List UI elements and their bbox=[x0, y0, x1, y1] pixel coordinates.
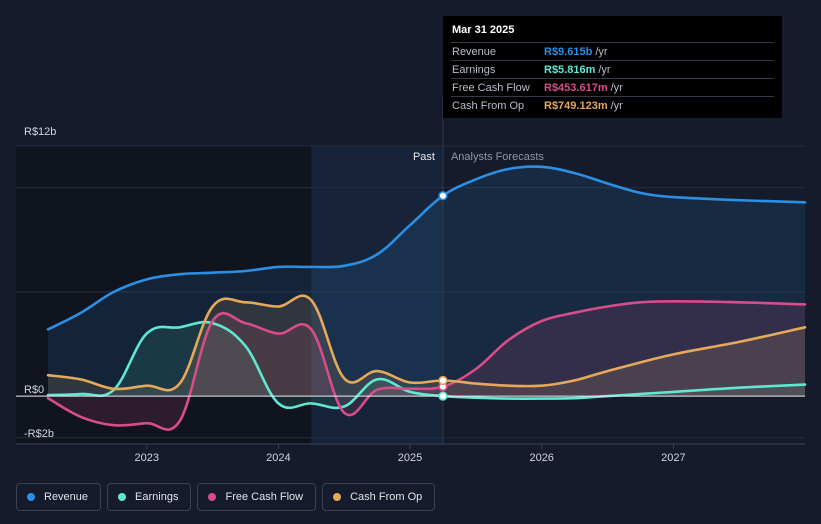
past-label: Past bbox=[413, 151, 435, 163]
x-tick-label: 2025 bbox=[398, 452, 422, 464]
line-cash-from-op bbox=[46, 294, 807, 392]
legend-item-revenue[interactable]: Revenue bbox=[16, 483, 102, 511]
tooltip-unit: /yr bbox=[595, 45, 608, 58]
y-tick-label: R$12b bbox=[24, 126, 56, 138]
legend-item-cash-from-op[interactable]: Cash From Op bbox=[322, 483, 436, 511]
tooltip-label: Revenue bbox=[452, 45, 497, 58]
tooltip-row-earnings: Earnings R$5.816m /yr bbox=[451, 60, 774, 78]
legend-dot-icon bbox=[208, 493, 217, 501]
tooltip-row-cash-from-op: Cash From Op R$749.123m /yr bbox=[451, 96, 774, 114]
tooltip-value: R$749.123m bbox=[544, 99, 608, 112]
tooltip-unit: /yr bbox=[598, 63, 611, 76]
forecast-label: Analysts Forecasts bbox=[451, 151, 544, 163]
legend-label: Earnings bbox=[135, 491, 179, 503]
tooltip-value: R$9.615b bbox=[544, 45, 593, 58]
legend-item-free-cash-flow[interactable]: Free Cash Flow bbox=[197, 483, 317, 511]
tooltip-label: Earnings bbox=[452, 63, 496, 76]
x-tick-label: 2024 bbox=[266, 452, 290, 464]
y-tick-label: R$0 bbox=[24, 384, 44, 396]
tooltip-row-free-cash-flow: Free Cash Flow R$453.617m /yr bbox=[451, 78, 774, 96]
line-free-cash-flow bbox=[46, 300, 807, 431]
legend-label: Free Cash Flow bbox=[225, 491, 304, 503]
tooltip-value: R$5.816m bbox=[544, 63, 596, 76]
marker-revenue bbox=[438, 191, 448, 201]
chart-legend: Revenue Earnings Free Cash Flow Cash Fro… bbox=[16, 483, 436, 511]
tooltip-unit: /yr bbox=[610, 99, 623, 112]
x-tick-label: 2023 bbox=[134, 452, 158, 464]
marker-cash-from-op bbox=[438, 375, 448, 386]
legend-dot-icon bbox=[118, 493, 127, 501]
tooltip-date: Mar 31 2025 bbox=[452, 24, 515, 36]
area-free-cash-flow bbox=[48, 301, 805, 430]
area-earnings bbox=[48, 322, 805, 408]
tooltip-label: Cash From Op bbox=[452, 99, 525, 112]
line-revenue bbox=[46, 165, 807, 331]
legend-item-earnings[interactable]: Earnings bbox=[107, 483, 192, 511]
tooltip-label: Free Cash Flow bbox=[452, 81, 530, 94]
tooltip-unit: /yr bbox=[610, 81, 623, 94]
legend-dot-icon bbox=[27, 493, 35, 501]
legend-label: Revenue bbox=[44, 491, 89, 503]
tooltip-row-revenue: Revenue R$9.615b /yr bbox=[451, 42, 774, 60]
legend-dot-icon bbox=[333, 493, 342, 501]
x-tick-label: 2027 bbox=[661, 452, 685, 464]
tooltip-value: R$453.617m bbox=[544, 81, 608, 94]
marker-earnings bbox=[438, 391, 448, 401]
y-tick-label: -R$2b bbox=[24, 428, 54, 440]
legend-label: Cash From Op bbox=[350, 491, 423, 503]
x-tick-label: 2026 bbox=[529, 452, 553, 464]
data-tooltip: Mar 31 2025 Revenue R$9.615b /yr Earning… bbox=[443, 16, 782, 118]
